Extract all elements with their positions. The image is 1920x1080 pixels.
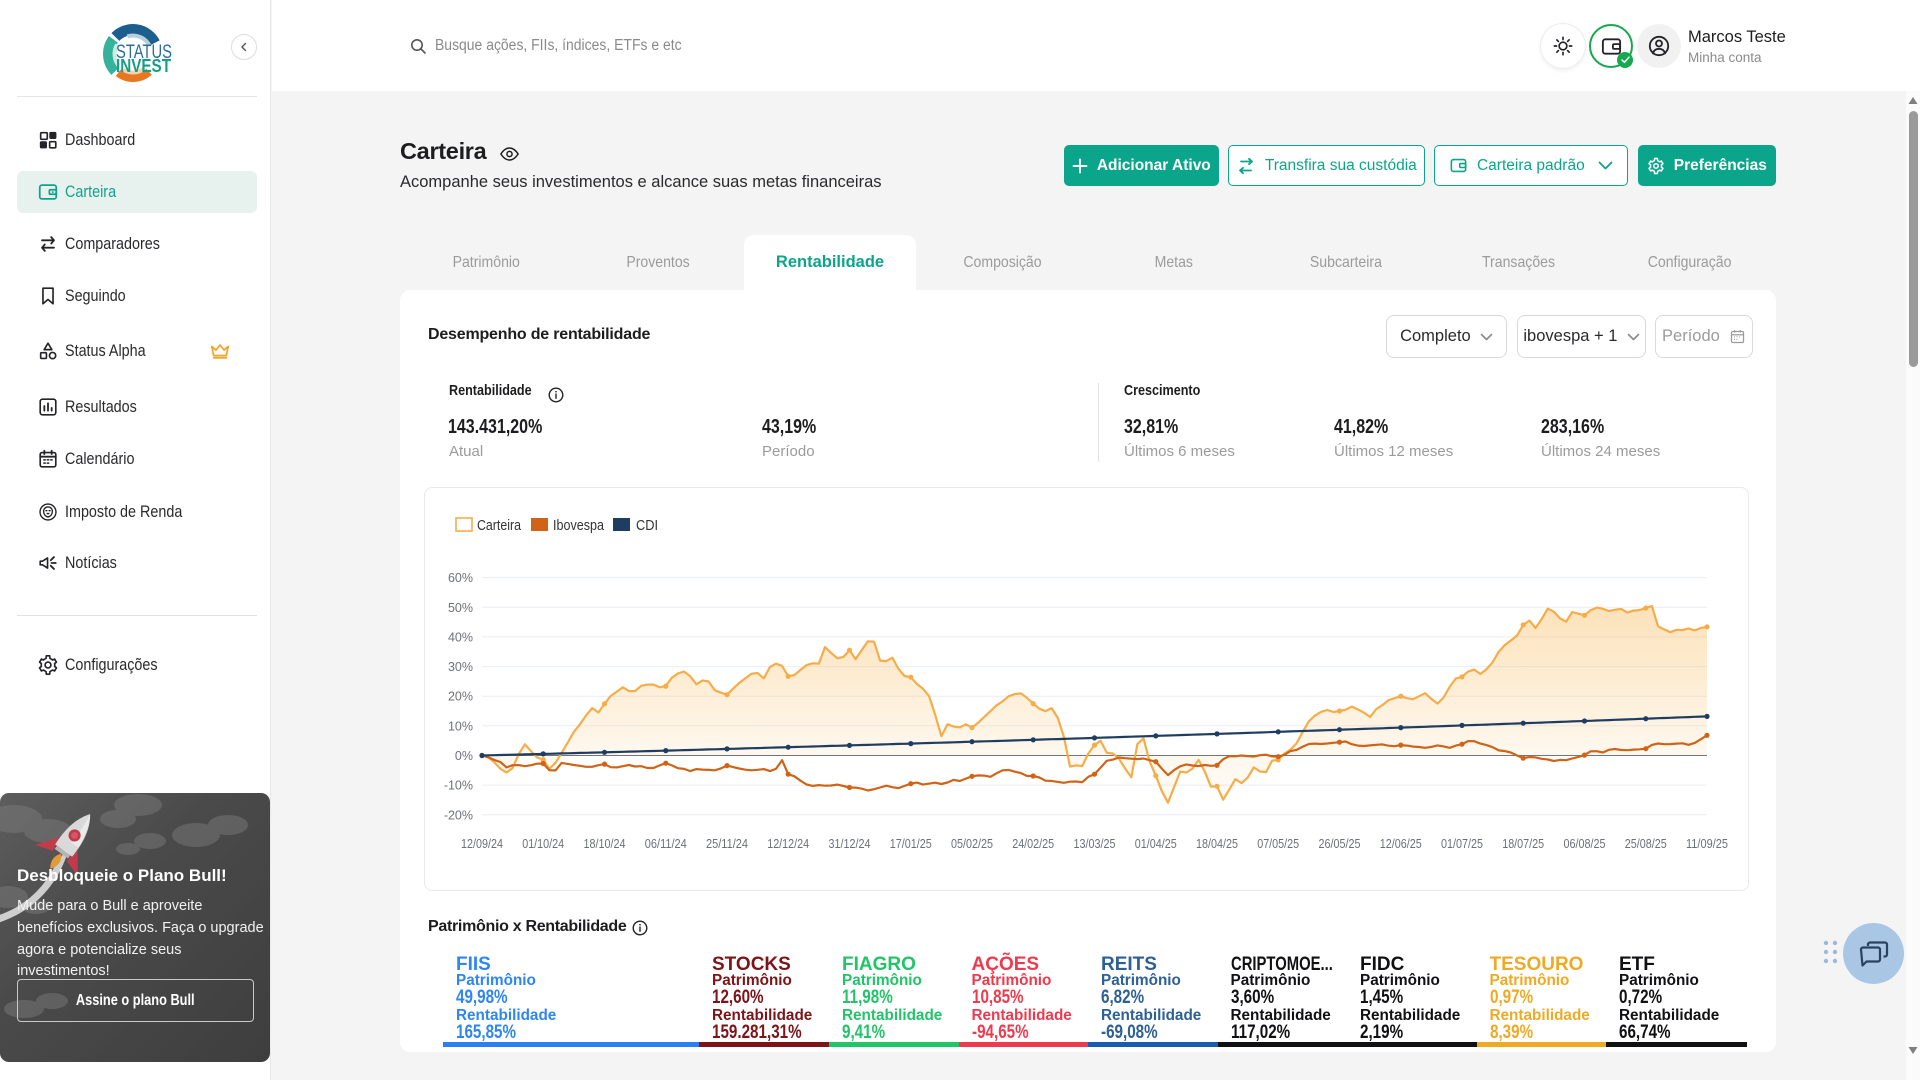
svg-text:06/08/25: 06/08/25 <box>1564 837 1606 851</box>
svg-text:07/05/25: 07/05/25 <box>1257 837 1299 851</box>
svg-text:0%: 0% <box>455 749 473 763</box>
svg-text:-10%: -10% <box>444 779 473 793</box>
svg-text:24/02/25: 24/02/25 <box>1012 837 1054 851</box>
svg-text:17/01/25: 17/01/25 <box>890 837 932 851</box>
svg-text:18/10/24: 18/10/24 <box>584 837 626 851</box>
svg-text:01/07/25: 01/07/25 <box>1441 837 1483 851</box>
svg-text:20%: 20% <box>448 690 473 704</box>
svg-text:60%: 60% <box>448 571 473 585</box>
svg-text:Ibovespa: Ibovespa <box>553 517 605 534</box>
svg-text:10%: 10% <box>448 719 473 733</box>
svg-text:STATUS: STATUS <box>116 42 172 63</box>
svg-text:INVEST: INVEST <box>116 56 171 76</box>
svg-text:30%: 30% <box>448 660 473 674</box>
svg-text:05/02/25: 05/02/25 <box>951 837 993 851</box>
svg-text:06/11/24: 06/11/24 <box>645 837 687 851</box>
svg-text:01/04/25: 01/04/25 <box>1135 837 1177 851</box>
svg-text:40%: 40% <box>448 630 473 644</box>
svg-text:CDI: CDI <box>636 517 658 534</box>
svg-text:50%: 50% <box>448 601 473 615</box>
svg-text:Carteira: Carteira <box>477 517 522 534</box>
svg-text:26/05/25: 26/05/25 <box>1319 837 1361 851</box>
svg-text:25/11/24: 25/11/24 <box>706 837 748 851</box>
svg-text:25/08/25: 25/08/25 <box>1625 837 1667 851</box>
svg-text:01/10/24: 01/10/24 <box>522 837 564 851</box>
svg-text:12/12/24: 12/12/24 <box>767 837 809 851</box>
svg-text:11/09/25: 11/09/25 <box>1686 837 1728 851</box>
svg-text:12/06/25: 12/06/25 <box>1380 837 1422 851</box>
svg-text:18/04/25: 18/04/25 <box>1196 837 1238 851</box>
svg-text:-20%: -20% <box>444 808 473 822</box>
svg-text:18/07/25: 18/07/25 <box>1502 837 1544 851</box>
svg-text:12/09/24: 12/09/24 <box>461 837 503 851</box>
svg-text:31/12/24: 31/12/24 <box>829 837 871 851</box>
svg-text:13/03/25: 13/03/25 <box>1074 837 1116 851</box>
